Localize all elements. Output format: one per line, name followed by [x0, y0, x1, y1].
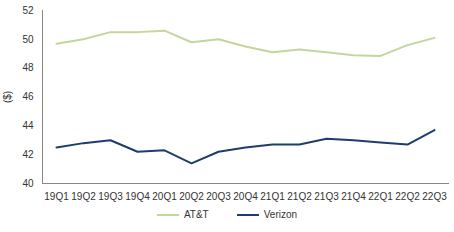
svg-text:20Q3: 20Q3 [206, 191, 231, 202]
svg-text:22Q3: 22Q3 [422, 191, 447, 202]
svg-text:21Q3: 21Q3 [314, 191, 339, 202]
html-text:AT&T: AT&T [183, 209, 209, 220]
svg-text:48: 48 [22, 62, 34, 73]
svg-text:21Q2: 21Q2 [287, 191, 312, 202]
svg-text:52: 52 [22, 5, 34, 16]
svg-text:20Q2: 20Q2 [179, 191, 204, 202]
svg-text:40: 40 [22, 178, 34, 189]
svg-text:20Q1: 20Q1 [152, 191, 177, 202]
svg-text:21Q4: 21Q4 [341, 191, 366, 202]
html-text:Verizon: Verizon [263, 209, 298, 220]
svg-text:22Q2: 22Q2 [395, 191, 420, 202]
svg-text:20Q4: 20Q4 [233, 191, 258, 202]
svg-text:19Q3: 19Q3 [98, 191, 123, 202]
svg-text:44: 44 [22, 120, 34, 131]
svg-text:($): ($) [2, 91, 13, 103]
svg-text:19Q1: 19Q1 [44, 191, 69, 202]
svg-text:19Q2: 19Q2 [71, 191, 96, 202]
svg-text:19Q4: 19Q4 [125, 191, 150, 202]
svg-text:42: 42 [22, 149, 34, 160]
svg-text:50: 50 [22, 34, 34, 45]
svg-text:22Q1: 22Q1 [368, 191, 393, 202]
svg-text:46: 46 [22, 91, 34, 102]
svg-text:21Q1: 21Q1 [260, 191, 285, 202]
